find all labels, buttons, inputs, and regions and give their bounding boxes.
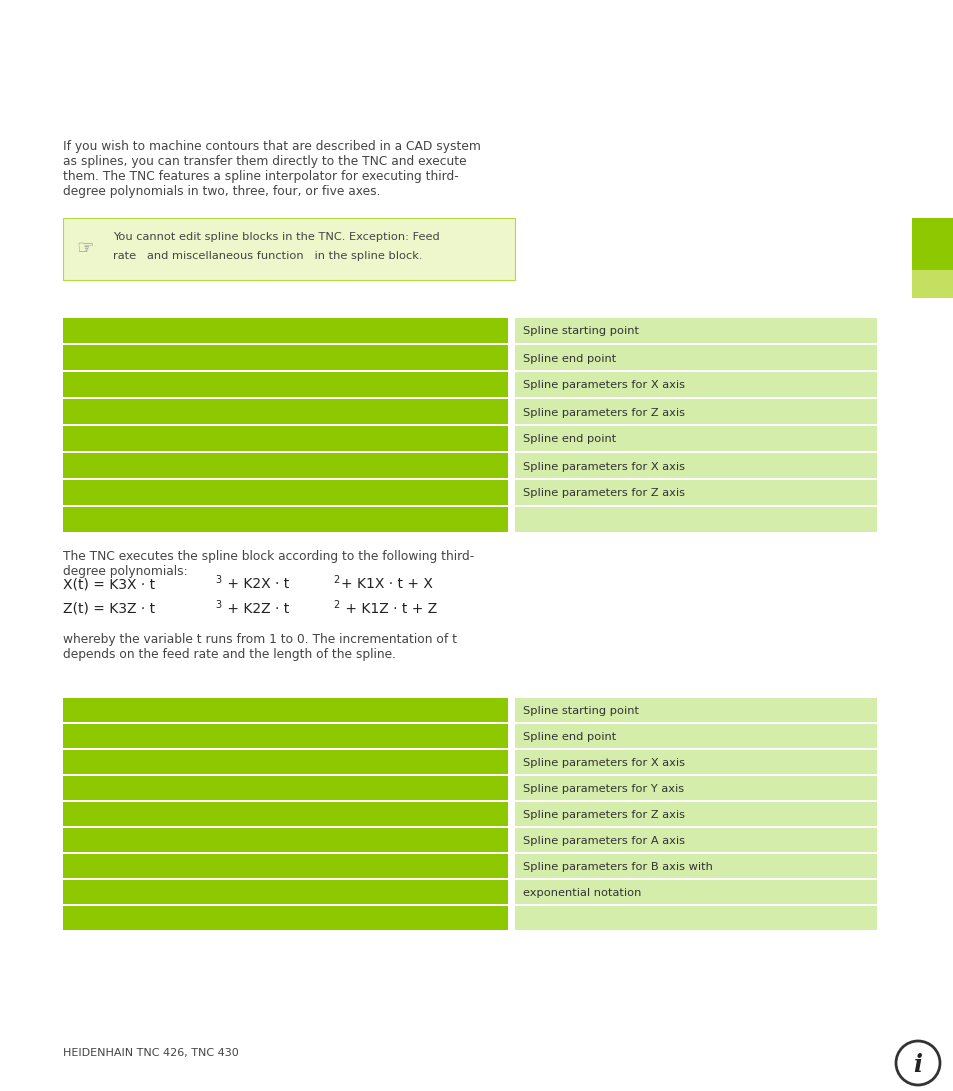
- Text: + K2X · t: + K2X · t: [223, 577, 289, 591]
- Bar: [63, 372, 507, 397]
- Text: whereby the variable t runs from 1 to 0. The incrementation of t: whereby the variable t runs from 1 to 0.…: [63, 633, 456, 646]
- Text: Spline parameters for Z axis: Spline parameters for Z axis: [522, 489, 684, 499]
- Text: Spline parameters for B axis with: Spline parameters for B axis with: [522, 862, 712, 872]
- Text: + K1Z · t + Z: + K1Z · t + Z: [340, 602, 436, 616]
- Text: X(t) = K3X · t: X(t) = K3X · t: [63, 577, 155, 591]
- Bar: [911, 218, 953, 269]
- Text: Z(t) = K3Z · t: Z(t) = K3Z · t: [63, 602, 155, 616]
- Bar: [515, 750, 876, 774]
- Text: Spline starting point: Spline starting point: [522, 326, 639, 336]
- Text: If you wish to machine contours that are described in a CAD system: If you wish to machine contours that are…: [63, 140, 480, 153]
- Bar: [515, 372, 876, 397]
- Bar: [515, 317, 876, 343]
- Text: Spline parameters for Z axis: Spline parameters for Z axis: [522, 810, 684, 820]
- Text: depends on the feed rate and the length of the spline.: depends on the feed rate and the length …: [63, 648, 395, 661]
- Bar: [515, 776, 876, 800]
- Bar: [63, 480, 507, 505]
- Bar: [911, 269, 953, 298]
- Text: degree polynomials in two, three, four, or five axes.: degree polynomials in two, three, four, …: [63, 185, 380, 197]
- Text: 2: 2: [333, 600, 339, 610]
- Bar: [515, 906, 876, 930]
- Bar: [63, 425, 507, 451]
- Bar: [63, 317, 507, 343]
- Bar: [63, 399, 507, 424]
- Bar: [63, 776, 507, 800]
- Bar: [515, 724, 876, 748]
- Bar: [515, 453, 876, 478]
- Text: them. The TNC features a spline interpolator for executing third-: them. The TNC features a spline interpol…: [63, 170, 458, 183]
- Bar: [63, 828, 507, 852]
- Text: Spline end point: Spline end point: [522, 434, 616, 444]
- Text: ☞: ☞: [76, 240, 93, 259]
- Text: as splines, you can transfer them directly to the TNC and execute: as splines, you can transfer them direct…: [63, 155, 466, 168]
- Text: rate   and miscellaneous function   in the spline block.: rate and miscellaneous function in the s…: [112, 251, 422, 261]
- Text: exponential notation: exponential notation: [522, 888, 640, 898]
- Bar: [515, 828, 876, 852]
- Text: i: i: [913, 1053, 922, 1077]
- Bar: [515, 507, 876, 532]
- Bar: [63, 218, 515, 280]
- Text: Spline end point: Spline end point: [522, 353, 616, 363]
- Bar: [63, 802, 507, 826]
- Bar: [515, 698, 876, 722]
- Text: Spline parameters for X axis: Spline parameters for X axis: [522, 381, 684, 391]
- Text: degree polynomials:: degree polynomials:: [63, 565, 188, 578]
- Bar: [515, 399, 876, 424]
- Text: 2: 2: [333, 575, 339, 585]
- Text: Spline end point: Spline end point: [522, 732, 616, 742]
- Text: 3: 3: [214, 600, 221, 610]
- Text: Spline starting point: Spline starting point: [522, 706, 639, 716]
- Text: The TNC executes the spline block according to the following third-: The TNC executes the spline block accord…: [63, 550, 474, 563]
- Bar: [515, 880, 876, 904]
- Bar: [63, 724, 507, 748]
- Text: HEIDENHAIN TNC 426, TNC 430: HEIDENHAIN TNC 426, TNC 430: [63, 1048, 238, 1058]
- Circle shape: [895, 1041, 939, 1086]
- Text: Spline parameters for X axis: Spline parameters for X axis: [522, 461, 684, 471]
- Text: Spline parameters for A axis: Spline parameters for A axis: [522, 836, 684, 846]
- Bar: [63, 854, 507, 878]
- Text: + K1X · t + X: + K1X · t + X: [340, 577, 433, 591]
- Bar: [515, 345, 876, 370]
- Text: Spline parameters for Y axis: Spline parameters for Y axis: [522, 784, 683, 794]
- Bar: [515, 425, 876, 451]
- Bar: [63, 750, 507, 774]
- Bar: [515, 802, 876, 826]
- Bar: [515, 480, 876, 505]
- Bar: [63, 906, 507, 930]
- Text: Spline parameters for Z axis: Spline parameters for Z axis: [522, 408, 684, 418]
- Text: You cannot edit spline blocks in the TNC. Exception: Feed: You cannot edit spline blocks in the TNC…: [112, 232, 439, 242]
- Bar: [63, 453, 507, 478]
- Text: + K2Z · t: + K2Z · t: [223, 602, 289, 616]
- Text: 3: 3: [214, 575, 221, 585]
- Bar: [63, 507, 507, 532]
- Bar: [63, 345, 507, 370]
- Bar: [515, 854, 876, 878]
- Bar: [63, 698, 507, 722]
- Bar: [63, 880, 507, 904]
- Text: Spline parameters for X axis: Spline parameters for X axis: [522, 758, 684, 768]
